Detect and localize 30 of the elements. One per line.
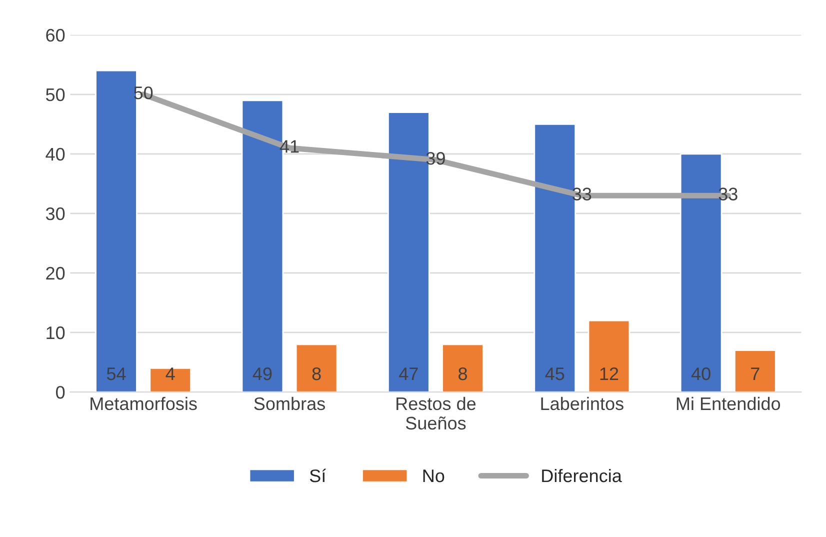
data-label: 49 xyxy=(252,367,272,380)
bar xyxy=(734,350,776,392)
x-tick-label: Sombras xyxy=(254,396,325,410)
y-tick-label: 10 xyxy=(46,326,65,340)
data-label: 4 xyxy=(166,368,175,380)
data-label: 8 xyxy=(312,367,321,380)
data-label: 40 xyxy=(691,367,710,380)
y-tick-label: 40 xyxy=(46,148,65,161)
data-label: 45 xyxy=(545,368,564,380)
y-tick-label: 20 xyxy=(46,266,65,280)
x-tick-label: Metamorfosis xyxy=(90,396,197,410)
data-label: 8 xyxy=(458,367,467,380)
x-tick-label: Laberintos xyxy=(541,396,624,410)
x-tick-label: Restos de Sueños xyxy=(396,396,476,430)
legend-label: No xyxy=(423,470,444,482)
bar xyxy=(295,344,338,392)
data-label: 47 xyxy=(399,368,418,380)
y-tick-label: 60 xyxy=(46,28,65,42)
data-label: 54 xyxy=(106,368,126,380)
bar xyxy=(442,344,484,392)
bar xyxy=(149,368,192,392)
data-label: 7 xyxy=(751,368,760,380)
y-tick-label: 30 xyxy=(46,207,65,220)
y-tick-label: 0 xyxy=(56,386,65,399)
data-label: 12 xyxy=(600,367,618,380)
bar xyxy=(588,320,630,392)
y-tick-label: 50 xyxy=(46,88,65,102)
x-tick-label: Mi Entendido xyxy=(676,396,780,410)
legend-label: Sí xyxy=(310,468,326,482)
legend-label: Diferencia xyxy=(542,468,622,482)
